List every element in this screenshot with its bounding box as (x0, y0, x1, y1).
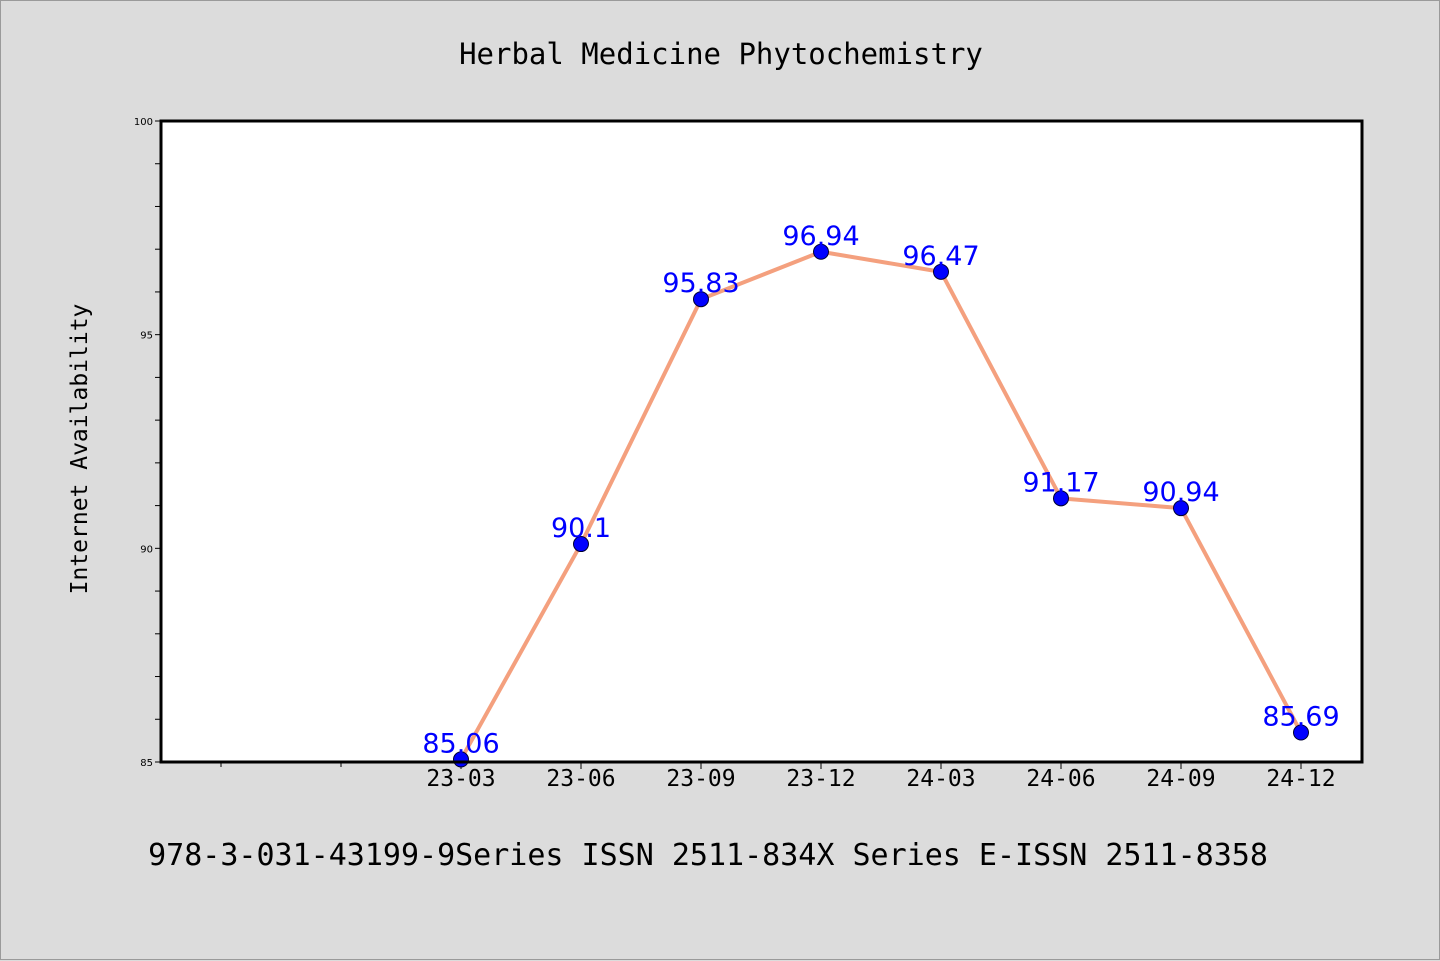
axis-ticks: 85 90 95 100 23-03 23-06 23-09 23-12 24-03 24-06 2… (134, 117, 1336, 792)
data-label: 95.83 (662, 268, 739, 299)
data-label: 85.06 (422, 728, 499, 759)
x-tick-label: 23-06 (546, 766, 615, 792)
y-tick-label: 100 (134, 117, 153, 128)
data-point (933, 263, 949, 280)
data-label: 90.94 (1142, 477, 1219, 508)
data-label: 96.47 (902, 241, 979, 272)
y-axis-label-group: Internet Availability (67, 304, 93, 595)
data-label: 96.94 (782, 221, 859, 252)
y-tick-label: 90 (140, 544, 153, 555)
footer-isbn-text: 978-3-031-43199-9Series ISSN 2511-834X S… (148, 838, 1268, 873)
y-tick-label: 95 (140, 331, 153, 342)
chart-title: Herbal Medicine Phytochemistry (459, 37, 983, 71)
data-point (1053, 490, 1069, 507)
plot-area (161, 121, 1362, 762)
series-group (453, 243, 1309, 768)
data-labels-group: 85.06 90.1 95.83 96.94 96.47 91.17 90.94 85.69 (422, 221, 1339, 760)
x-tick-label: 23-03 (426, 766, 495, 792)
x-tick-label: 24-12 (1266, 766, 1335, 792)
x-tick-label: 24-06 (1026, 766, 1095, 792)
x-tick-label: 24-09 (1146, 766, 1215, 792)
data-point (1173, 500, 1189, 517)
data-point (813, 243, 829, 260)
series-line (459, 249, 1303, 761)
x-tick-label: 23-12 (786, 766, 855, 792)
y-axis-label: Internet Availability (67, 304, 93, 595)
x-tick-label: 24-03 (906, 766, 975, 792)
data-point (573, 536, 589, 553)
data-point (1293, 724, 1309, 741)
data-label: 90.1 (551, 513, 611, 544)
plot-border (159, 119, 1364, 764)
x-tick-label: 23-09 (666, 766, 735, 792)
data-point (693, 291, 709, 308)
data-label: 91.17 (1022, 467, 1099, 498)
y-tick-label: 85 (140, 758, 153, 769)
data-label: 85.69 (1262, 702, 1339, 733)
